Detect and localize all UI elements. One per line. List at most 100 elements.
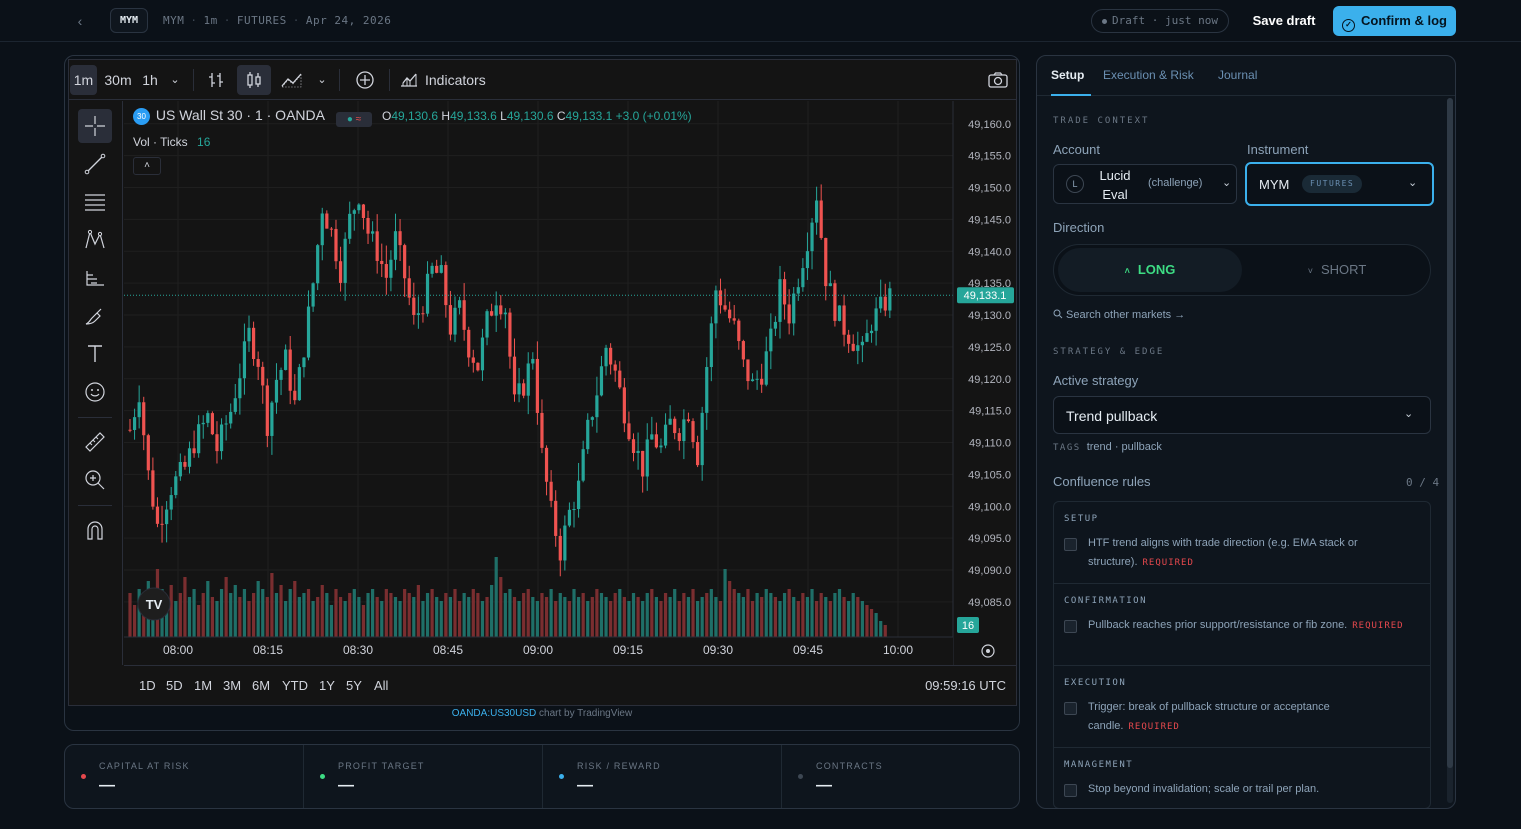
volume-bar [737,593,741,637]
volume-bar [773,597,778,637]
volume-bar [183,577,187,637]
ruler-icon[interactable] [78,425,112,459]
candle-body [370,231,375,234]
range-5d-button[interactable]: 5D [166,678,183,693]
search-markets-link[interactable]: Search other markets → [1053,309,1185,321]
volume-bar [856,597,860,637]
tab-setup[interactable]: Setup [1051,68,1085,82]
snapshot-camera-icon[interactable] [983,65,1013,95]
candle-body [325,213,329,229]
interval-dropdown-chevron-icon[interactable]: ⌄ [170,74,180,86]
candle-body [801,268,805,288]
confirm-log-button[interactable]: ✓ Confirm & log [1333,6,1456,36]
rule-execution[interactable]: EXECUTION Trigger: break of pullback str… [1054,666,1430,748]
bar-chart-type-icon[interactable] [201,65,231,95]
candle-body [407,278,411,298]
magnet-icon[interactable] [78,513,112,547]
candle-body [782,279,787,305]
crosshair-icon[interactable] [78,109,112,143]
time-axis-settings-icon[interactable] [981,644,995,658]
rule-confirmation[interactable]: CONFIRMATION Pullback reaches prior supp… [1054,584,1430,666]
crumb-symbol: MYM [163,14,185,27]
instrument-select[interactable]: MYM FUTURES ⌄ [1245,162,1434,206]
short-label: SHORT [1321,262,1367,277]
scrollbar-thumb[interactable] [1447,98,1453,768]
check-circle-icon: ✓ [1342,19,1356,32]
range-1d-button[interactable]: 1D [139,678,156,693]
candlestick-chart[interactable]: 49,160.0 49,155.0 49,150.0 49,145.0 49,140.0… [124,101,1016,665]
candle-body [888,288,892,311]
trend-line-icon[interactable] [78,147,112,181]
indicators-button[interactable]: Indicators [399,65,495,95]
rule-setup[interactable]: SETUP HTF trend aligns with trade direct… [1054,502,1430,584]
long-button[interactable]: ˄ LONG [1058,248,1242,292]
emoji-icon[interactable] [78,375,112,409]
utc-clock[interactable]: 09:59:16 UTC [925,678,1006,693]
volume-bar [883,625,887,637]
interval-1h-button[interactable]: 1h [142,72,158,88]
volume-bar [865,605,869,637]
back-chevron-icon[interactable]: ‹ [77,13,83,29]
range-3m-button[interactable]: 3M [223,678,242,693]
range-ytd-button[interactable]: YTD [282,678,308,693]
range-1m-button[interactable]: 1M [194,678,213,693]
brush-icon[interactable] [78,299,112,333]
rule-checkbox[interactable] [1064,784,1077,797]
candle-body [517,383,521,395]
candle-body [847,334,851,344]
candle-body [586,419,590,450]
chart-type-dropdown-chevron-icon[interactable]: ⌄ [317,74,327,86]
candle-body [746,359,750,382]
collapse-legend-chevron-icon[interactable]: ˄ [133,157,161,175]
volume-bar [403,589,407,637]
strategy-select[interactable]: Trend pullback ⌄ [1053,396,1431,434]
pattern-icon[interactable] [78,223,112,257]
volume-bar [668,597,672,637]
tab-execution-risk[interactable]: Execution & Risk [1103,68,1194,82]
symbol-chip[interactable]: MYM [110,8,148,33]
volume-bar [352,589,356,637]
range-1y-button[interactable]: 1Y [319,678,335,693]
compare-plus-icon[interactable] [350,65,380,95]
time-axis [124,637,953,665]
candle-body [261,366,265,386]
short-button[interactable]: ˅ SHORT [1246,248,1428,292]
candle-body [595,395,599,418]
candle-body [389,259,393,278]
rule-management[interactable]: MANAGEMENT Stop beyond invalidation; sca… [1064,760,1320,797]
interval-1m-button[interactable]: 1m [70,65,97,95]
candles-chart-type-icon[interactable] [237,65,271,95]
save-draft-button[interactable]: Save draft [1252,13,1316,28]
candle-body [174,476,178,496]
tab-journal[interactable]: Journal [1218,68,1258,82]
range-all-button[interactable]: All [374,678,389,693]
candle-body [453,307,457,335]
candle-body [879,296,883,309]
candle-body [856,345,860,351]
y-tick-label: 49,095.0 [968,533,1011,545]
volume-bar [824,597,828,637]
text-icon[interactable] [78,337,112,371]
interval-30m-button[interactable]: 30m [104,72,132,88]
area-chart-type-icon[interactable] [277,65,307,95]
symbol-link[interactable]: OANDA:US30USD [451,708,537,719]
y-tick-label: 49,135.0 [968,278,1011,290]
volume-bar [869,609,874,637]
candle-body [192,448,196,454]
range-5y-button[interactable]: 5Y [346,678,362,693]
forecast-icon[interactable] [78,261,112,295]
candle-body [824,237,828,287]
market-status-icon[interactable]: ● ≈ [336,112,373,127]
rule-checkbox[interactable] [1064,620,1077,633]
fib-retracement-icon[interactable] [78,185,112,219]
range-6m-button[interactable]: 6M [252,678,271,693]
x-tick-label: 08:30 [343,643,373,657]
zoom-in-icon[interactable] [78,463,112,497]
instrument-label: Instrument [1247,142,1309,157]
rule-checkbox[interactable] [1064,702,1077,715]
volume-bar [659,601,663,637]
candle-body [467,329,471,358]
account-select[interactable]: L Lucid Eval (challenge) ⌄ [1053,164,1237,204]
rule-checkbox[interactable] [1064,538,1077,551]
tradingview-credit: OANDA:US30USD chart by TradingView [65,708,1019,719]
